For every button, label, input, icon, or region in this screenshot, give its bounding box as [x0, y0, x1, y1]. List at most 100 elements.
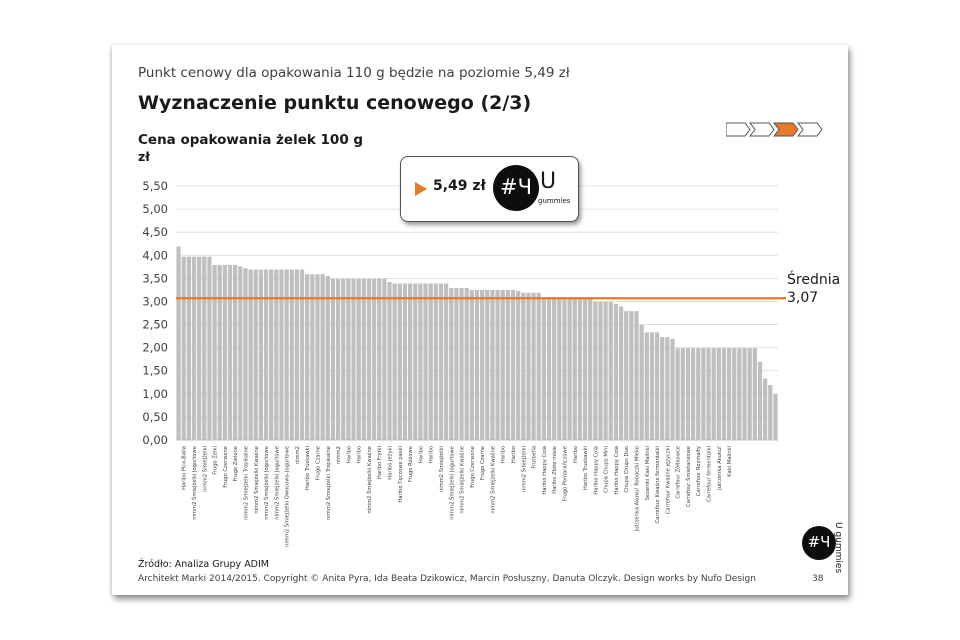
bar: [294, 269, 300, 440]
bar: [202, 256, 207, 440]
x-tick-label: Haribo: [501, 446, 507, 463]
chart-unit: zł: [138, 149, 150, 164]
y-tick-label: 4,50: [142, 225, 168, 239]
y-tick-label: 2,50: [142, 318, 168, 332]
bar: [593, 301, 598, 440]
x-tick-label: Kaki Malinki: [727, 446, 733, 477]
bar: [371, 278, 377, 440]
slide: Punkt cenowy dla opakowania 110 g będzie…: [112, 45, 848, 595]
bar: [531, 292, 536, 440]
bar: [598, 301, 603, 440]
bar: [706, 348, 711, 440]
bar: [408, 283, 413, 440]
corner-logo: #Ч: [802, 526, 836, 560]
x-tick-label: nimm2 Śmiejżelki Jogurtowe: [448, 446, 455, 520]
bar: [572, 297, 577, 440]
bar: [346, 278, 351, 440]
bar: [757, 361, 763, 440]
x-tick-label: Frugo Czarne: [315, 446, 321, 480]
x-tick-label: Frutbella: [532, 446, 538, 469]
chart-title: Cena opakowania żelek 100 g: [138, 132, 364, 148]
bar: [742, 348, 747, 440]
x-tick-label: Haribo Truskawki: [305, 446, 311, 490]
bar: [176, 246, 181, 440]
play-arrow-icon: [415, 182, 427, 196]
bar: [382, 278, 387, 440]
bar: [577, 297, 583, 440]
bar: [541, 297, 546, 440]
x-tick-label: Haribo: [573, 446, 579, 463]
x-tick-label: nimm2 Śmiejżelki Tropikalne: [325, 446, 332, 520]
bar: [644, 332, 649, 440]
bar: [634, 311, 639, 440]
bar: [665, 337, 670, 440]
bar: [603, 301, 608, 440]
bar: [227, 264, 233, 440]
bar: [680, 348, 685, 440]
x-tick-label: Carrefour Żółtkowce: [675, 446, 682, 499]
bar: [320, 274, 325, 440]
x-tick-label: Frugo Żelki: [212, 446, 219, 475]
bar: [582, 297, 588, 440]
x-tick-label: nimm2 Śmiejżelki Kwaśne: [489, 446, 496, 514]
x-tick-label: nimm2 Śmiejżelki: [438, 446, 445, 492]
x-tick-label: Haribo Truskawki: [583, 446, 589, 490]
bar: [562, 297, 567, 440]
bar: [690, 348, 696, 440]
slide-title: Wyznaczenie punktu cenowego (2/3): [138, 92, 532, 114]
x-tick-label: Carrefour Śmietankowe: [685, 446, 692, 507]
bar: [557, 297, 562, 440]
bar-chart: 0,00 0,50 1,00 1,50 2,00 2,50 3,00 3,50 4,00 4,50…: [142, 179, 786, 547]
x-tick-label: Carrefour Kwaśne języczki: [664, 446, 671, 514]
page-number: 38: [812, 574, 824, 584]
bar: [284, 269, 289, 440]
bar: [361, 278, 366, 440]
x-tick-label: Haribo Złote misie: [552, 446, 558, 494]
bar: [654, 332, 660, 440]
x-tick-label: nimm2 Śmiejżelki Jogurtowe: [263, 446, 270, 520]
y-tick-label: 3,50: [142, 271, 168, 285]
bar: [222, 264, 227, 440]
bar: [716, 348, 721, 440]
brand-logo-sub: gummies: [538, 197, 571, 205]
bar: [253, 269, 258, 440]
x-tick-label: Sezamki Kaki Malinki: [645, 446, 651, 500]
corner-logo-text: U gummies: [833, 522, 843, 573]
x-tick-label: Haribo Frytki: [377, 446, 383, 479]
bar: [505, 289, 510, 440]
bar: [660, 337, 665, 440]
bar: [243, 268, 248, 440]
bar: [675, 348, 680, 440]
bar: [567, 297, 572, 440]
bar: [315, 274, 320, 440]
y-tick-label: 5,50: [142, 179, 168, 193]
bar: [510, 289, 516, 440]
corner-logo-u: U: [833, 522, 843, 529]
bar: [341, 278, 346, 440]
x-tick-label: nimm2: [295, 446, 301, 464]
x-tick-label: Jutrzenka Akuku! Robaczki Mleko: [635, 446, 641, 532]
y-tick-label: 0,50: [142, 410, 168, 424]
bar: [433, 283, 438, 440]
bar: [269, 269, 274, 440]
bar: [552, 297, 557, 440]
bar: [649, 332, 655, 440]
x-tick-label: Haribo Happy Cola: [614, 446, 620, 495]
x-tick-label: nimm2 Śmiejżelki Tropikalne: [242, 446, 249, 520]
bar: [711, 348, 716, 440]
x-tick-label: Jutrzenka Akuku!: [717, 446, 723, 491]
slide-subtitle: Punkt cenowy dla opakowania 110 g będzie…: [138, 65, 570, 81]
bar: [588, 297, 593, 440]
x-tick-label: Haribo Pico-Balla: [182, 446, 188, 490]
x-tick-label: Frugo Różowe: [407, 446, 414, 482]
bar: [356, 278, 361, 440]
bar: [191, 256, 197, 440]
x-tick-label: Haribo Happy Cola: [593, 446, 599, 495]
bar: [618, 306, 624, 440]
bar: [768, 385, 773, 440]
bar: [608, 301, 613, 440]
x-tick-label: nimm2 Śmiejżelki: [201, 446, 208, 492]
bar: [438, 283, 444, 440]
bar: [423, 283, 428, 440]
x-tick-label: Carrefour fermentalki: [707, 446, 713, 502]
